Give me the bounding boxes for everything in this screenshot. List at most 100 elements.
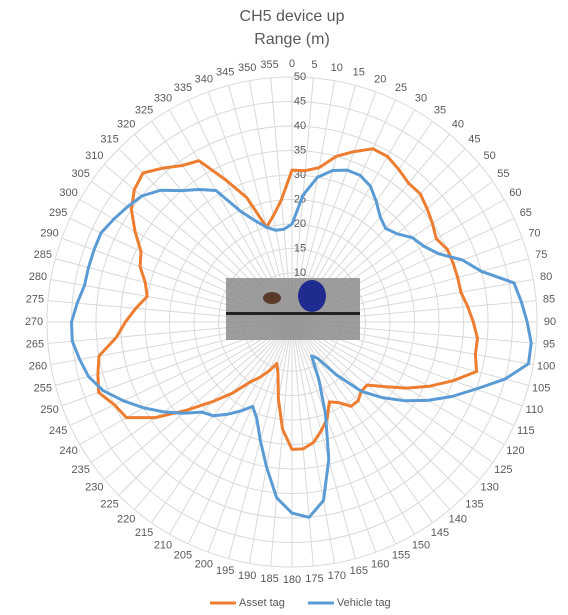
- angle-label: 165: [350, 565, 368, 577]
- radial-tick-label: 45: [294, 95, 306, 107]
- legend-label: Asset tag: [239, 597, 285, 609]
- angle-label: 355: [260, 59, 278, 71]
- spoke: [207, 321, 293, 553]
- angle-label: 140: [449, 514, 467, 526]
- angle-label: 60: [509, 187, 521, 199]
- spoke: [291, 321, 505, 445]
- angle-label: 240: [59, 445, 77, 457]
- angle-label: 245: [49, 425, 67, 437]
- angle-label: 125: [494, 464, 512, 476]
- angle-label: 345: [216, 67, 234, 79]
- angle-label: 45: [468, 133, 480, 145]
- angle-label: 75: [535, 249, 547, 261]
- radial-tick-label: 40: [294, 120, 306, 132]
- angle-label: 100: [537, 361, 555, 373]
- angle-label: 50: [484, 150, 496, 162]
- angle-label: 210: [154, 539, 172, 551]
- angle-label: 135: [465, 498, 483, 510]
- device-part: [263, 292, 281, 304]
- legend-label: Vehicle tag: [337, 597, 391, 609]
- angle-label: 120: [506, 445, 524, 457]
- angle-label: 160: [371, 558, 389, 570]
- spoke: [291, 321, 493, 463]
- angle-label: 260: [29, 361, 47, 373]
- angle-label: 310: [85, 150, 103, 162]
- spoke: [270, 321, 293, 567]
- device-edge: [226, 312, 360, 315]
- angle-label: 275: [26, 293, 44, 305]
- angle-label: 180: [283, 574, 301, 586]
- angle-label: 5: [311, 59, 317, 71]
- angle-label: 110: [526, 404, 544, 416]
- angle-label: 270: [25, 316, 43, 328]
- radial-tick-label: 50: [294, 71, 306, 83]
- angle-label: 325: [135, 105, 153, 117]
- angle-label: 280: [29, 271, 47, 283]
- angle-label: 200: [195, 558, 213, 570]
- spoke: [151, 321, 293, 523]
- angle-label: 195: [216, 565, 234, 577]
- angle-label: 150: [412, 539, 430, 551]
- angle-label: 115: [517, 425, 535, 437]
- angle-label: 350: [238, 62, 256, 74]
- spoke: [291, 321, 377, 553]
- device-photo: [226, 278, 360, 340]
- angle-label: 10: [331, 62, 343, 74]
- angle-label: 30: [415, 92, 427, 104]
- angle-label: 250: [40, 404, 58, 416]
- spoke: [291, 321, 433, 523]
- device-part: [298, 280, 326, 312]
- angle-label: 105: [532, 383, 550, 395]
- angle-label: 285: [34, 249, 52, 261]
- angle-label: 300: [59, 187, 77, 199]
- angle-label: 190: [238, 570, 256, 582]
- spoke: [248, 321, 293, 564]
- angle-label: 55: [497, 168, 509, 180]
- angle-label: 130: [480, 482, 498, 494]
- angle-label: 290: [40, 228, 58, 240]
- angle-label: 25: [395, 82, 407, 94]
- angle-label: 265: [26, 338, 44, 350]
- angle-label: 315: [100, 133, 118, 145]
- spoke: [291, 321, 466, 496]
- angle-label: 295: [49, 207, 67, 219]
- angle-label: 230: [85, 482, 103, 494]
- radial-tick-label: 35: [294, 144, 306, 156]
- spoke: [103, 321, 293, 480]
- angle-label: 0: [289, 58, 295, 70]
- chart-title: CH5 device up: [240, 8, 345, 25]
- angle-label: 85: [543, 293, 555, 305]
- angle-label: 145: [431, 527, 449, 539]
- angle-label: 305: [71, 168, 89, 180]
- angle-label: 170: [328, 570, 346, 582]
- series-line: [96, 147, 479, 451]
- angle-label: 40: [452, 118, 464, 130]
- radial-tick-label: 15: [294, 242, 306, 254]
- spoke: [79, 321, 293, 445]
- angle-label: 20: [374, 73, 386, 85]
- angle-label: 90: [544, 316, 556, 328]
- angle-label: 330: [154, 92, 172, 104]
- angle-label: 155: [392, 550, 410, 562]
- angle-label: 220: [117, 514, 135, 526]
- chart-subtitle: Range (m): [254, 31, 330, 48]
- spoke: [188, 321, 293, 545]
- angle-label: 255: [34, 383, 52, 395]
- spoke: [291, 321, 481, 480]
- radial-tick-label: 20: [294, 218, 306, 230]
- angle-label: 15: [353, 67, 365, 79]
- angle-label: 80: [540, 271, 552, 283]
- angle-label: 215: [135, 527, 153, 539]
- spoke: [91, 321, 293, 463]
- spoke: [291, 321, 396, 545]
- angle-label: 340: [195, 73, 213, 85]
- angle-label: 235: [71, 464, 89, 476]
- spoke: [291, 321, 314, 567]
- spoke: [291, 321, 356, 559]
- angle-label: 35: [434, 105, 446, 117]
- series-line: [70, 168, 533, 519]
- angle-label: 185: [260, 573, 278, 585]
- angle-label: 320: [117, 118, 135, 130]
- angle-label: 335: [174, 82, 192, 94]
